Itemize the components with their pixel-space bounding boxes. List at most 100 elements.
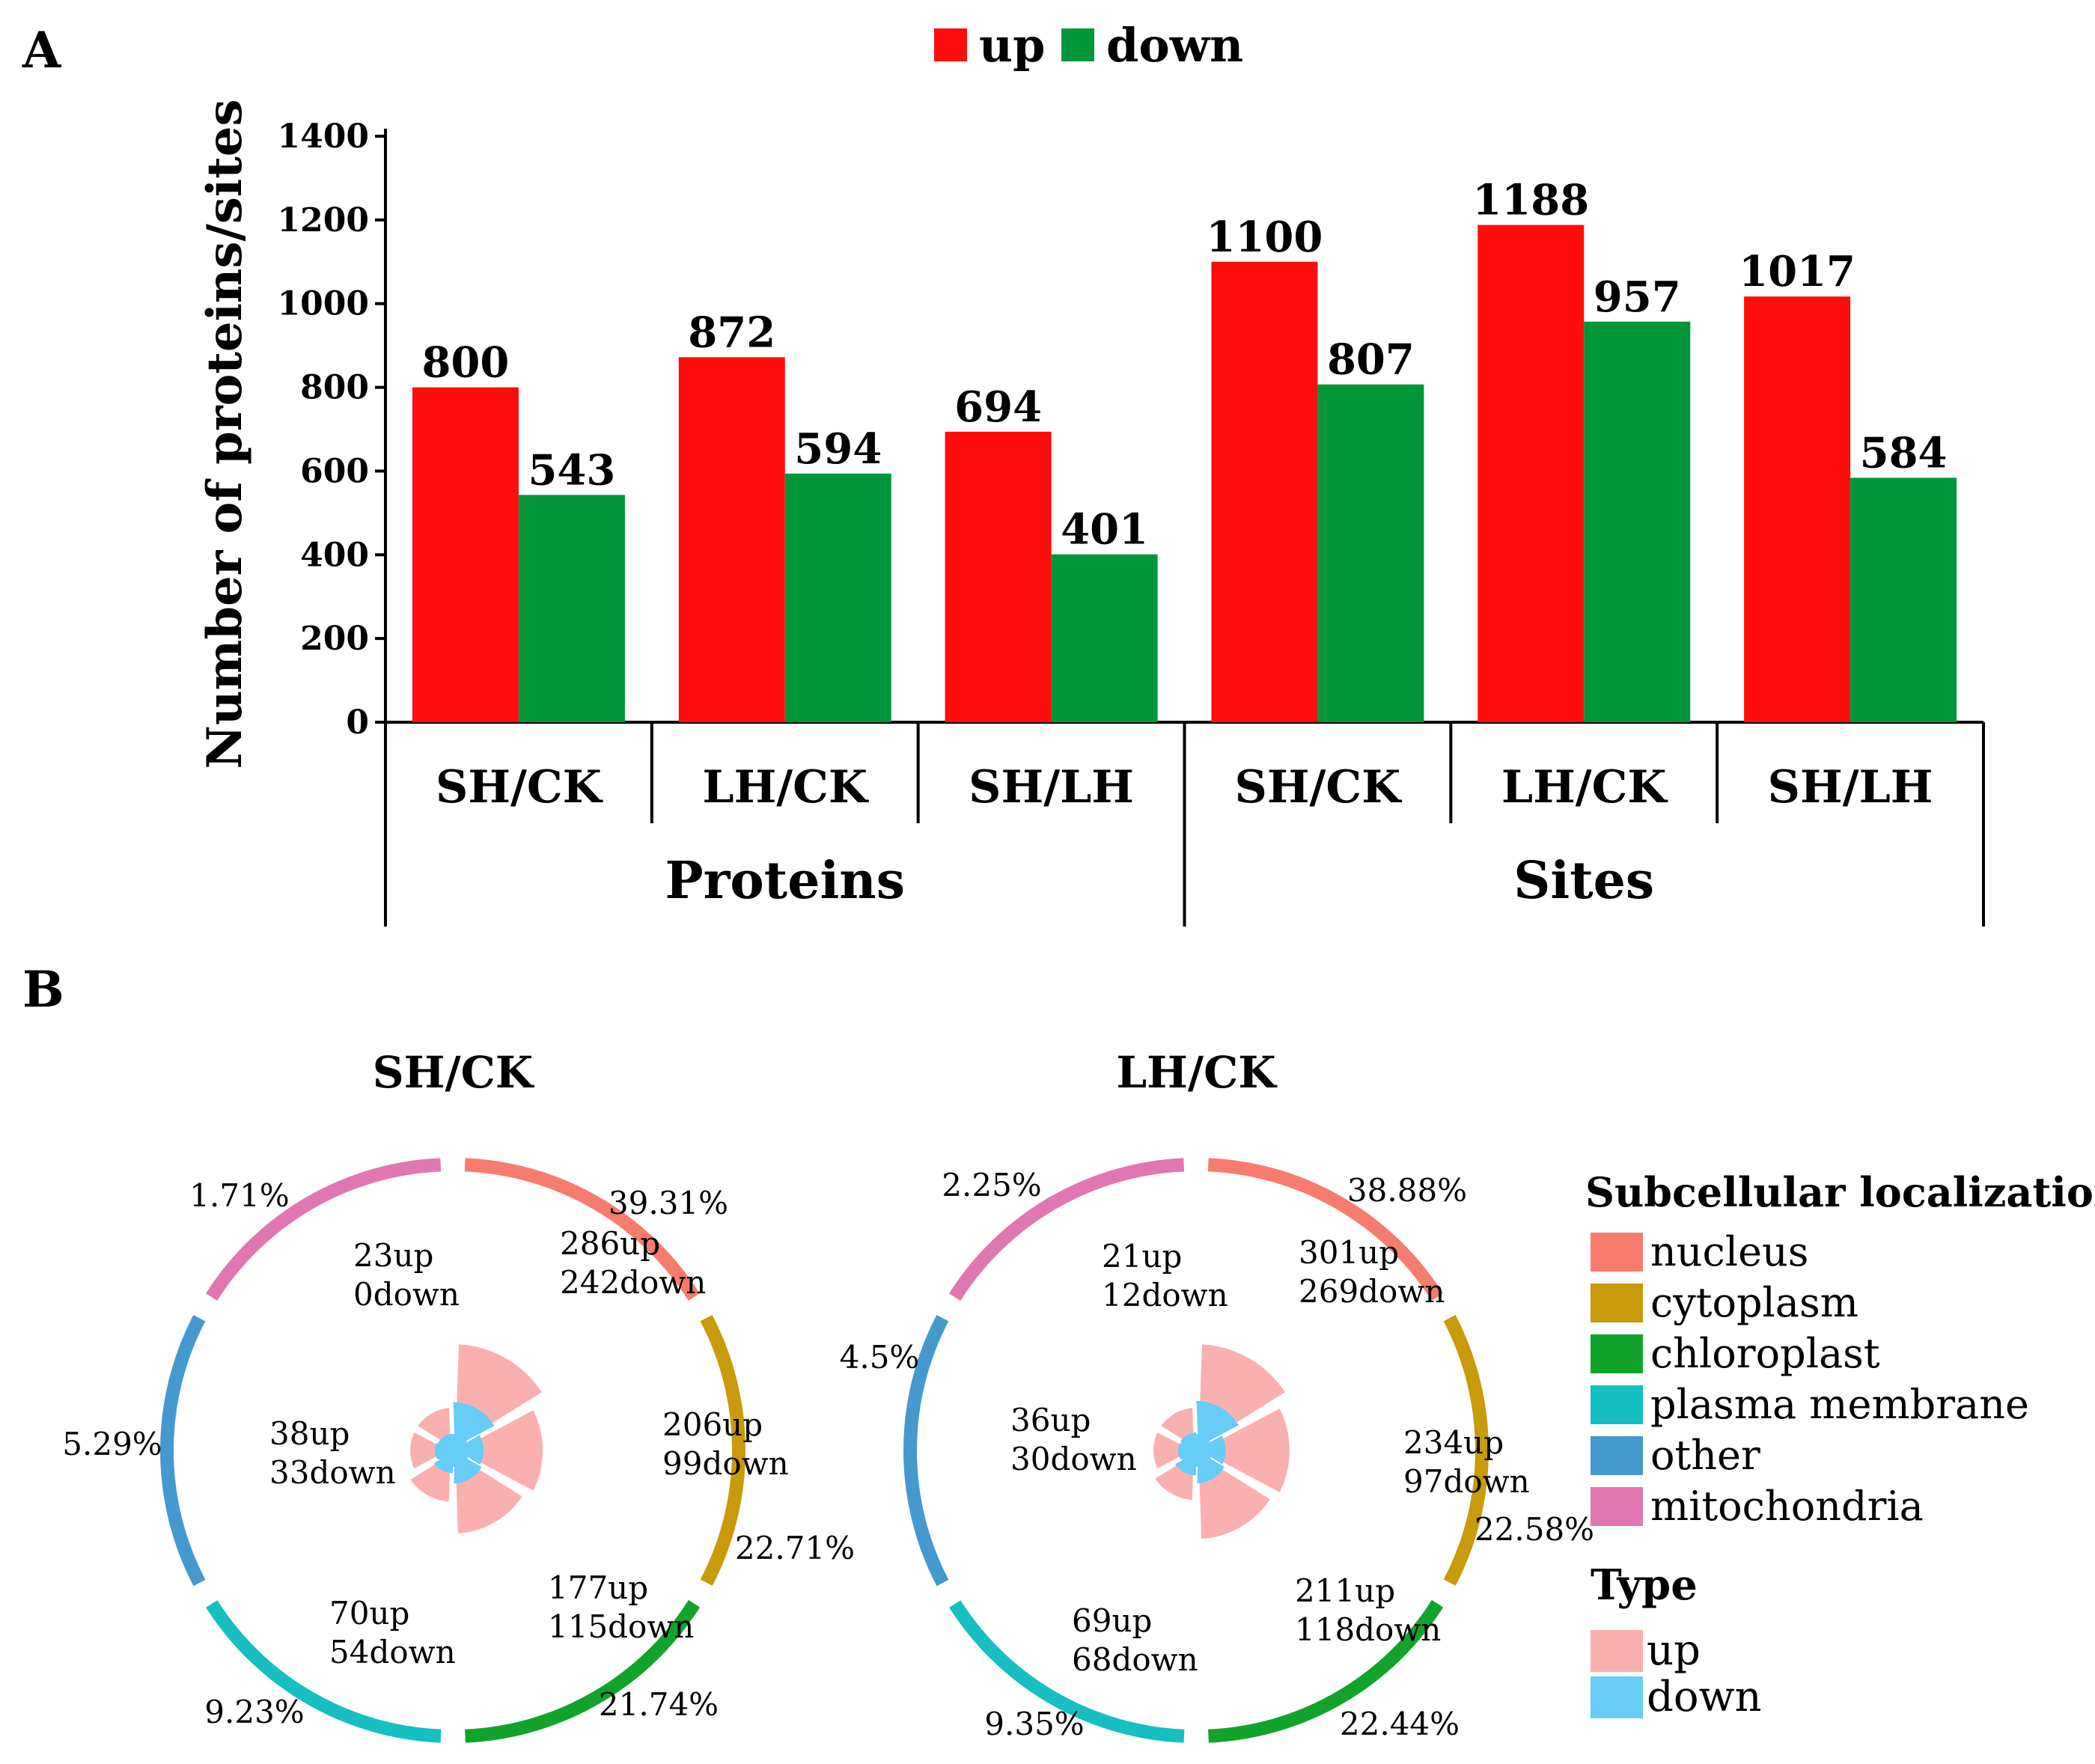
bar-value-label: 594: [794, 424, 882, 474]
type-legend-title: Type: [1591, 1560, 1698, 1610]
y-tick-label: 600: [300, 452, 369, 490]
y-axis-label: Number of proteins/sites: [197, 99, 253, 769]
bar-up: [1478, 225, 1585, 722]
percent-label: 4.5%: [840, 1339, 920, 1376]
chart-title: LH/CK: [1116, 1047, 1278, 1098]
up-count-label: 211up: [1295, 1572, 1395, 1609]
percent-label: 2.25%: [942, 1167, 1041, 1203]
percent-label: 22.58%: [1475, 1511, 1594, 1548]
bar-down: [784, 473, 891, 722]
ring-arc-mitochondria: [206, 1158, 442, 1301]
category-label: SH/CK: [1234, 761, 1402, 814]
bar-down: [1317, 384, 1424, 722]
up-count-label: 234up: [1403, 1424, 1504, 1461]
up-count-label: 38up: [269, 1415, 350, 1452]
ring-arc-nucleus: [1207, 1158, 1443, 1301]
up-count-label: 286up: [560, 1225, 660, 1262]
percent-label: 22.44%: [1340, 1706, 1460, 1742]
bar-up: [1744, 296, 1851, 722]
legend-swatch: [1591, 1233, 1643, 1272]
localization-legend-title: Subcellular localization: [1585, 1168, 2095, 1216]
ring-arc-other: [903, 1315, 949, 1587]
y-tick-label: 200: [300, 620, 369, 658]
bar-chart: 0 200 400 600 800 1000 1200 1400 Number of prote…: [197, 18, 1985, 927]
bar-down: [518, 495, 625, 722]
bar-value-label: 584: [1860, 428, 1948, 477]
up-count-label: 301up: [1299, 1234, 1399, 1271]
up-count-label: 36up: [1010, 1402, 1091, 1438]
y-tick-label: 800: [300, 369, 369, 407]
y-tick-label: 400: [300, 536, 369, 574]
up-count-label: 177up: [548, 1569, 648, 1606]
legend-swatch: [1591, 1284, 1643, 1322]
percent-label: 5.29%: [62, 1426, 162, 1462]
legend-swatch-down: [1061, 28, 1094, 61]
ring-arc-cytoplasm: [700, 1314, 745, 1586]
category-label: SH/CK: [436, 761, 603, 814]
bar-value-label: 807: [1327, 335, 1415, 385]
down-count-label: 97down: [1403, 1463, 1530, 1500]
legend-label-up: up: [979, 18, 1045, 73]
y-tick-label: 1400: [278, 118, 369, 156]
bar-down: [1051, 554, 1158, 722]
up-count-label: 70up: [329, 1595, 409, 1632]
y-tick-label: 0: [346, 704, 369, 742]
ring-arc-plasma-membrane: [949, 1600, 1185, 1743]
type-swatch: [1591, 1630, 1643, 1672]
down-count-label: 242down: [560, 1264, 706, 1301]
ring-arc-mitochondria: [948, 1158, 1185, 1301]
up-count-label: 206up: [662, 1406, 763, 1443]
up-count-label: 21up: [1102, 1238, 1182, 1275]
legend-label-down: down: [1106, 18, 1243, 73]
legend-swatch: [1591, 1334, 1643, 1373]
group-label: Proteins: [665, 851, 905, 911]
localization-legend: Subcellular localization nucleuscytoplasm…: [1585, 1168, 2095, 1721]
chart-title: SH/CK: [373, 1047, 535, 1098]
center-core: [436, 1434, 469, 1467]
y-tick-label: 1000: [278, 285, 369, 323]
up-wedge: [1191, 1402, 1294, 1499]
bar-value-label: 401: [1061, 505, 1148, 555]
bar-value-label: 1100: [1206, 213, 1323, 262]
category-label: LH/CK: [1501, 761, 1668, 814]
bar-value-label: 800: [421, 338, 509, 388]
legend-item-label: cytoplasm: [1650, 1279, 1858, 1326]
legend-swatch: [1591, 1487, 1643, 1526]
legend-swatch: [1591, 1385, 1643, 1424]
bar-value-label: 694: [954, 382, 1042, 432]
legend-item-label: other: [1650, 1432, 1760, 1479]
percent-label: 21.74%: [599, 1686, 719, 1723]
down-count-label: 99down: [662, 1445, 789, 1482]
y-tick-label: 1200: [278, 201, 369, 239]
up-wedge: [1149, 1426, 1201, 1475]
ring-arc-cytoplasm: [1443, 1314, 1489, 1586]
panel-a-label: A: [22, 21, 61, 79]
down-count-label: 30down: [1010, 1441, 1137, 1477]
bar-up: [1211, 261, 1318, 722]
percent-label: 22.71%: [735, 1530, 855, 1566]
bar-up: [678, 357, 785, 722]
percent-label: 9.23%: [204, 1694, 304, 1730]
bar-down: [1850, 477, 1957, 722]
bar-value-label: 1188: [1472, 176, 1589, 225]
panel-b-label: B: [22, 960, 64, 1019]
ring-arc-plasma-membrane: [206, 1600, 442, 1743]
percent-label: 1.71%: [189, 1177, 289, 1214]
bar-value-label: 872: [688, 308, 775, 357]
legend-item-label: plasma membrane: [1650, 1381, 2029, 1428]
group-label: Sites: [1513, 851, 1654, 911]
center-core: [1180, 1434, 1213, 1467]
type-item-label: up: [1647, 1626, 1701, 1675]
legend-item-label: mitochondria: [1650, 1483, 1924, 1530]
down-count-label: 118down: [1295, 1611, 1441, 1648]
up-count-label: 23up: [353, 1237, 433, 1274]
type-item-label: down: [1647, 1673, 1762, 1721]
bar-value-label: 1017: [1739, 247, 1855, 296]
type-swatch: [1591, 1676, 1643, 1718]
legend-item-label: chloroplast: [1650, 1330, 1880, 1377]
down-count-label: 0down: [353, 1276, 460, 1313]
category-label: SH/LH: [1768, 761, 1933, 814]
